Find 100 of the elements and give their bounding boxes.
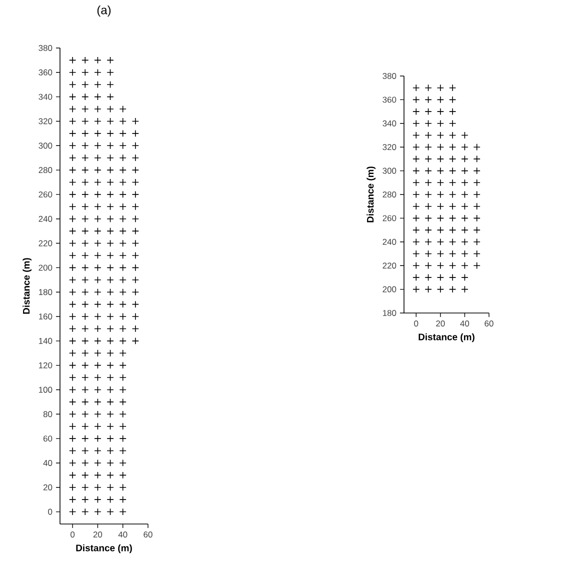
point: [68, 56, 76, 64]
point: [412, 143, 420, 151]
point: [68, 325, 76, 332]
point: [94, 434, 102, 442]
y-tick-label: 100: [38, 386, 52, 393]
point: [68, 118, 76, 125]
point: [68, 472, 76, 479]
point: [119, 142, 126, 150]
point: [473, 155, 480, 163]
y-tick-label: 360: [382, 96, 396, 103]
point: [94, 398, 102, 406]
point: [106, 350, 114, 357]
point: [82, 508, 89, 516]
point: [94, 325, 102, 332]
y-tick-label: 20: [43, 484, 52, 490]
point: [436, 286, 444, 293]
point: [412, 274, 420, 282]
point: [82, 264, 89, 272]
point: [68, 227, 76, 235]
point: [94, 374, 102, 382]
y-tick-label: 280: [38, 167, 52, 174]
y-tick-label: 120: [38, 362, 52, 368]
x-tick-label: 20: [93, 532, 102, 538]
point: [106, 276, 114, 284]
point: [461, 143, 468, 151]
point: [68, 459, 76, 467]
y-tick-label: 340: [38, 94, 52, 100]
point: [68, 350, 76, 357]
point: [132, 130, 140, 138]
point: [106, 362, 114, 369]
point: [448, 167, 456, 174]
point: [436, 84, 444, 92]
point: [82, 398, 89, 406]
point: [82, 350, 89, 357]
point: [461, 202, 468, 210]
point: [424, 202, 432, 210]
point: [82, 190, 89, 198]
point: [106, 105, 114, 113]
x-tick-label: 0: [70, 532, 75, 538]
point: [448, 238, 456, 246]
point: [106, 203, 114, 210]
point: [412, 179, 420, 186]
point: [82, 434, 89, 442]
point: [68, 508, 76, 516]
point: [94, 105, 102, 113]
point: [106, 215, 114, 222]
point: [132, 215, 140, 222]
point: [461, 250, 468, 258]
point: [132, 190, 140, 198]
point: [68, 264, 76, 272]
point: [424, 108, 432, 116]
point: [94, 190, 102, 198]
point: [94, 203, 102, 210]
point: [68, 166, 76, 174]
y-tick-label: 80: [43, 411, 52, 418]
point: [94, 264, 102, 272]
y-tick-label: 200: [38, 264, 52, 271]
point: [94, 508, 102, 516]
point: [448, 179, 456, 186]
point: [82, 300, 89, 308]
point: [424, 262, 432, 270]
point: [448, 274, 456, 282]
point: [82, 227, 89, 235]
point: [132, 203, 140, 210]
point: [106, 484, 114, 491]
point: [436, 202, 444, 210]
point: [448, 132, 456, 139]
point: [119, 178, 126, 186]
point: [68, 154, 76, 162]
point: [106, 447, 114, 454]
point: [94, 68, 102, 76]
y-tick-label: 380: [382, 73, 396, 79]
point: [94, 300, 102, 308]
point: [448, 108, 456, 116]
y-tick-label: 180: [382, 310, 396, 316]
point: [82, 178, 89, 186]
point: [106, 386, 114, 394]
point: [68, 300, 76, 308]
point: [119, 190, 126, 198]
y-tick-label: 220: [382, 262, 396, 269]
point: [82, 362, 89, 369]
point: [119, 325, 126, 332]
point: [119, 386, 126, 394]
point: [82, 215, 89, 222]
point: [82, 93, 89, 100]
point: [119, 215, 126, 222]
point: [82, 288, 89, 296]
point: [412, 262, 420, 270]
point: [461, 286, 468, 293]
point: [132, 154, 140, 162]
point: [424, 96, 432, 104]
point: [424, 226, 432, 234]
point: [119, 288, 126, 296]
point: [106, 227, 114, 235]
point: [473, 238, 480, 246]
y-tick-label: 320: [382, 144, 396, 150]
point: [424, 84, 432, 92]
point: [94, 178, 102, 186]
point: [94, 215, 102, 222]
y-tick-label: 260: [382, 215, 396, 222]
